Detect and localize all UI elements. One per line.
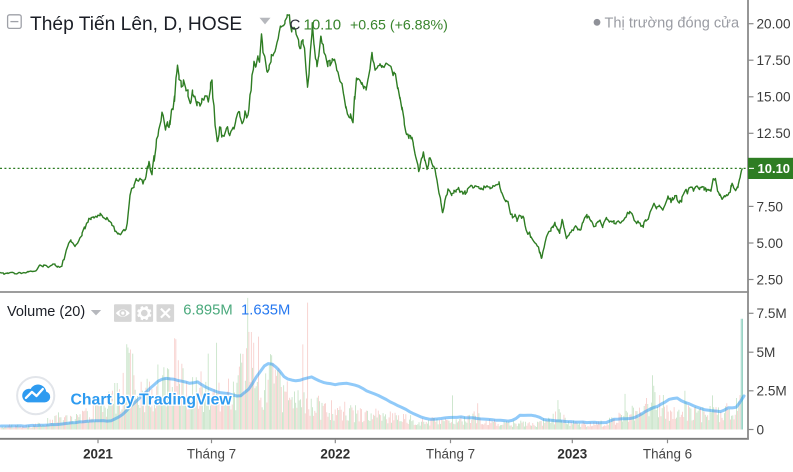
svg-text:Tháng 7: Tháng 7: [187, 447, 236, 462]
svg-text:0: 0: [757, 422, 765, 437]
svg-text:+0.65 (+6.88%): +0.65 (+6.88%): [350, 18, 448, 34]
svg-text:20.00: 20.00: [757, 17, 791, 32]
svg-text:5M: 5M: [757, 345, 776, 360]
svg-text:C: C: [290, 17, 301, 34]
svg-text:2023: 2023: [557, 447, 587, 462]
svg-text:2.5M: 2.5M: [757, 384, 787, 399]
svg-text:Tháng 6: Tháng 6: [643, 447, 692, 462]
svg-text:Chart by TradingView: Chart by TradingView: [71, 392, 233, 409]
svg-text:15.00: 15.00: [757, 90, 791, 105]
svg-text:Thép Tiến Lên, D, HOSE: Thép Tiến Lên, D, HOSE: [30, 14, 242, 35]
svg-text:2021: 2021: [83, 447, 113, 462]
svg-text:10.10: 10.10: [758, 161, 791, 176]
svg-text:Volume (20): Volume (20): [7, 304, 85, 320]
svg-text:12.50: 12.50: [757, 126, 791, 141]
svg-text:7.50: 7.50: [757, 199, 784, 214]
svg-text:5.00: 5.00: [757, 236, 784, 251]
svg-text:7.5M: 7.5M: [757, 306, 787, 321]
svg-text:Tháng 7: Tháng 7: [426, 447, 475, 462]
svg-text:10.10: 10.10: [304, 17, 342, 34]
svg-text:17.50: 17.50: [757, 53, 791, 68]
svg-text:2.50: 2.50: [757, 272, 784, 287]
svg-text:1.635M: 1.635M: [241, 303, 290, 319]
svg-text:Thị trường đóng cửa: Thị trường đóng cửa: [605, 15, 740, 31]
svg-text:2022: 2022: [320, 447, 350, 462]
svg-text:6.895M: 6.895M: [183, 303, 232, 319]
